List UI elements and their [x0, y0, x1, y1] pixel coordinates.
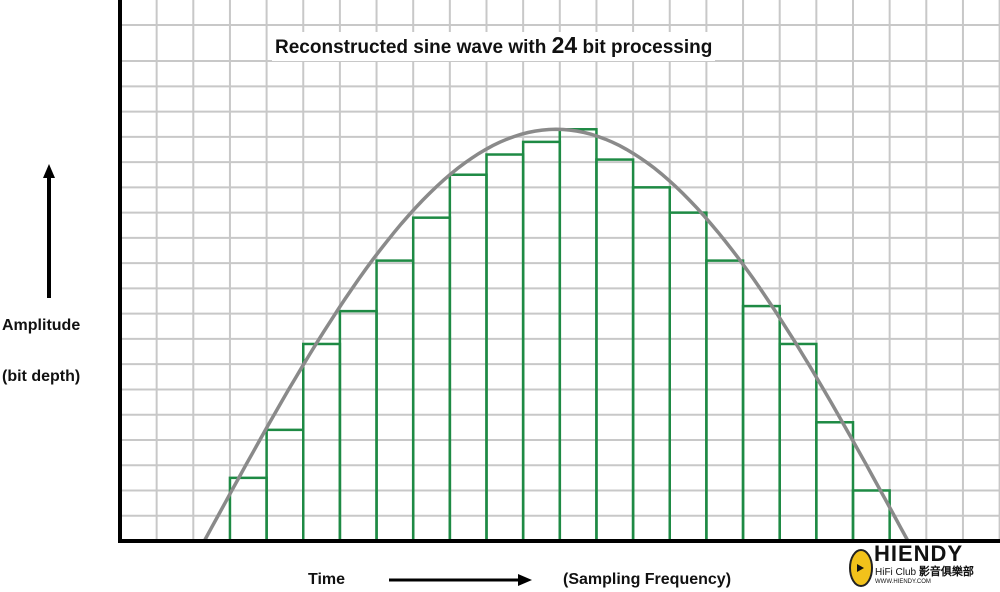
y-axis-label: Amplitude — [2, 317, 81, 334]
watermark-sub: HiFi Club 影音俱樂部 — [875, 566, 974, 578]
sample-step — [448, 173, 488, 543]
sample-step — [741, 304, 781, 543]
watermark-www: WWW.HIENDY.COM — [875, 579, 931, 585]
sample-step — [302, 342, 342, 543]
watermark-name: HIENDY — [874, 541, 964, 566]
sample-step — [778, 342, 818, 543]
sample-step — [265, 428, 305, 543]
sample-step — [558, 128, 598, 543]
hiendy-logo-icon — [849, 549, 873, 587]
x-axis-label: Time — [308, 571, 346, 588]
x-axis-sublabel: (Sampling Frequency) — [563, 571, 732, 588]
diagram-title: Reconstructed sine wave with 24 bit proc… — [272, 32, 716, 61]
sine-curve — [202, 127, 910, 542]
sample-step — [521, 140, 562, 543]
sample-step — [411, 216, 452, 543]
sample-step — [668, 211, 708, 543]
y-axis-sublabel: (bit depth) — [2, 368, 81, 385]
sample-step — [375, 259, 415, 543]
sample-step — [595, 158, 635, 543]
time-arrow-icon — [389, 574, 532, 586]
hiendy-watermark: HIENDY HiFi Club 影音俱樂部 WWW.HIENDY.COM — [846, 541, 1000, 592]
sample-step — [338, 309, 378, 543]
amplitude-arrow-icon — [43, 164, 55, 298]
sample-step — [705, 259, 745, 543]
